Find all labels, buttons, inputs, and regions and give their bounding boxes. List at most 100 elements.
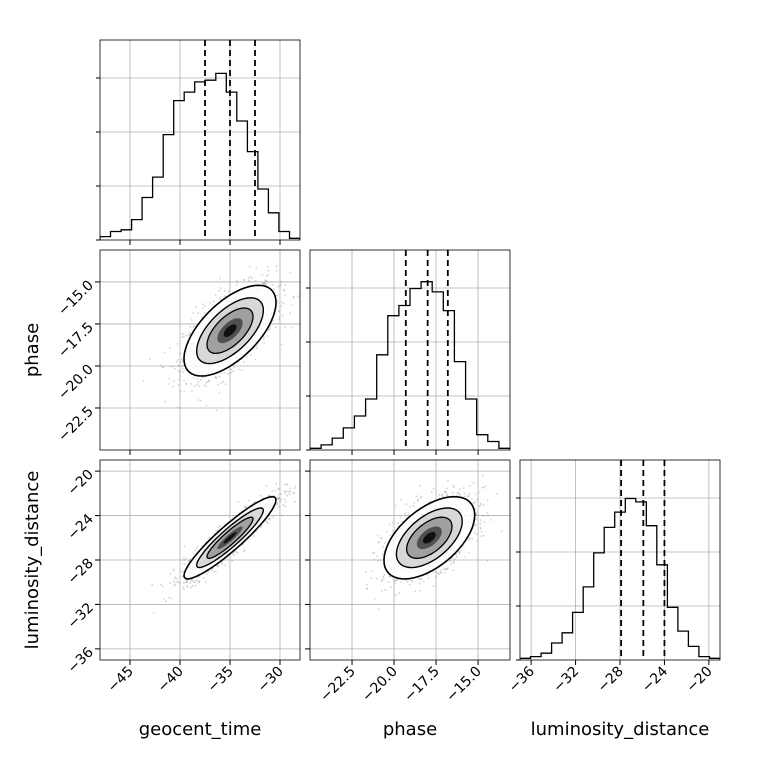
sample-point (244, 506, 247, 509)
sample-point (481, 486, 484, 489)
sample-point (280, 305, 283, 307)
sample-point (399, 516, 402, 519)
sample-point (177, 406, 179, 409)
sample-point (481, 474, 484, 476)
sample-point (441, 493, 444, 496)
sample-point (440, 494, 443, 497)
panel-luminosity_distance-vs-geocent_time: −45 −40 −35 −30−36−32−28−24−20 (65, 459, 301, 696)
sample-point (268, 328, 271, 330)
sample-point (207, 380, 209, 383)
sample-point (173, 584, 176, 586)
sample-point (393, 579, 396, 582)
sample-point (396, 579, 399, 582)
contour-outer (183, 284, 277, 377)
sample-point (277, 493, 280, 496)
x-axis-label-phase: phase (383, 719, 437, 740)
sample-point (174, 576, 177, 578)
sample-point (486, 559, 489, 562)
sample-point (286, 490, 288, 493)
sample-point (265, 520, 268, 523)
sample-point (247, 499, 250, 502)
sample-point (212, 571, 215, 573)
sample-point (174, 577, 176, 580)
sample-point (253, 347, 256, 349)
sample-point (283, 490, 286, 493)
sample-point (400, 581, 403, 583)
sample-point (394, 582, 396, 585)
sample-point (417, 578, 420, 580)
sample-point (407, 512, 410, 515)
sample-point (433, 585, 435, 587)
sample-point (218, 298, 221, 301)
sample-point (276, 503, 278, 506)
sample-point (289, 312, 291, 314)
sample-point (277, 505, 280, 508)
sample-point (178, 582, 181, 585)
sample-point (196, 378, 199, 380)
sample-point (442, 568, 445, 570)
sample-point (188, 559, 191, 562)
sample-point (444, 490, 446, 493)
sample-point (373, 598, 376, 600)
histogram-geocent_time (100, 72, 300, 240)
sample-point (264, 279, 267, 281)
sample-point (463, 495, 466, 498)
sample-point (420, 495, 423, 498)
sample-point (418, 582, 421, 585)
sample-point (242, 278, 245, 281)
sample-point (181, 333, 183, 335)
sample-point (486, 512, 489, 514)
sample-point (208, 379, 210, 382)
sample-point (191, 584, 194, 587)
sample-point (182, 557, 185, 559)
sample-point (390, 586, 393, 589)
sample-point (416, 499, 419, 501)
sample-point (398, 592, 400, 594)
sample-point (188, 333, 191, 336)
sample-point (427, 577, 430, 579)
sample-point (175, 581, 177, 584)
sample-point (250, 277, 253, 280)
sample-point (450, 563, 453, 566)
sample-point (292, 295, 295, 298)
sample-point (452, 569, 455, 572)
sample-point (446, 494, 448, 497)
contour-mid (196, 507, 264, 569)
sample-point (458, 493, 460, 495)
sample-point (279, 285, 281, 287)
sample-point (223, 295, 226, 298)
sample-point (382, 545, 384, 548)
sample-point (372, 552, 374, 554)
sample-point (439, 571, 442, 574)
sample-point (378, 541, 381, 543)
sample-point (185, 581, 188, 583)
sample-point (181, 358, 183, 361)
sample-point (435, 575, 437, 578)
sample-point (377, 608, 380, 610)
sample-point (271, 284, 274, 286)
sample-point (173, 570, 176, 573)
sample-point (422, 580, 425, 583)
density-fill-peak (223, 532, 237, 544)
sample-point (175, 577, 178, 580)
sample-point (247, 277, 250, 280)
sample-point (391, 530, 394, 532)
sample-point (185, 581, 188, 583)
sample-point (284, 284, 287, 286)
sample-point (265, 275, 268, 278)
sample-point (452, 560, 455, 563)
sample-point (468, 485, 471, 487)
sample-point (271, 490, 274, 493)
sample-point (419, 484, 421, 487)
sample-point (199, 399, 202, 402)
sample-point (417, 500, 419, 502)
sample-point (283, 289, 286, 292)
sample-point (177, 364, 180, 367)
sample-point (286, 483, 289, 486)
sample-point (248, 265, 251, 268)
sample-point (371, 570, 374, 573)
sample-point (190, 319, 193, 321)
sample-point (194, 584, 197, 587)
sample-point (232, 553, 234, 555)
sample-point (283, 302, 285, 305)
